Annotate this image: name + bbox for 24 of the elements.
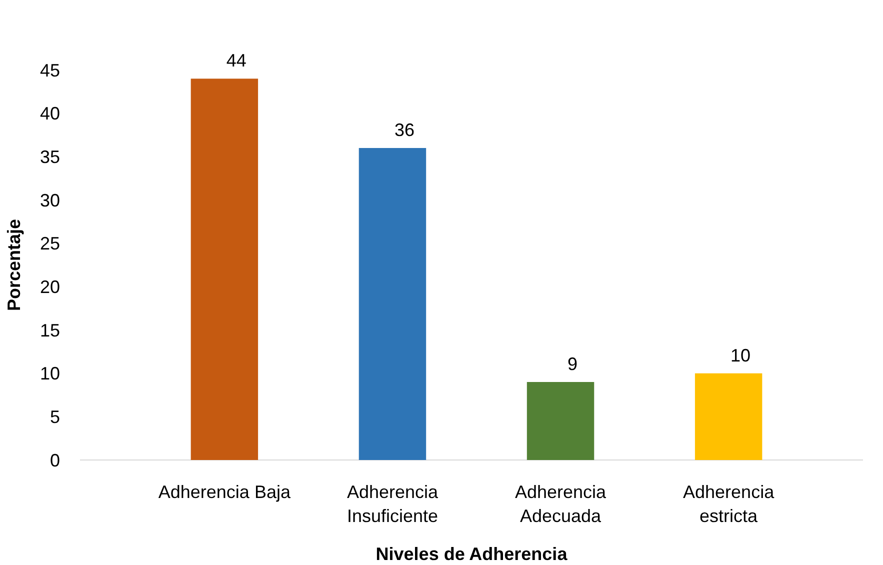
y-tick-label: 20 <box>40 276 60 297</box>
x-tick-label: Adherencia estricta <box>683 482 776 526</box>
data-label: 36 <box>394 120 414 140</box>
x-axis-title: Niveles de Adherencia <box>376 544 568 564</box>
bar <box>694 373 762 460</box>
y-axis-title: Porcentaje <box>4 218 24 312</box>
data-label: 44 <box>226 50 246 71</box>
y-tick-label: 40 <box>40 104 60 124</box>
x-tick-label: Adherencia Insuficiente <box>346 482 439 526</box>
y-tick-label: 5 <box>50 406 60 427</box>
bar <box>358 148 426 460</box>
y-tick-label: 35 <box>40 146 60 167</box>
y-tick-label: 30 <box>40 190 60 210</box>
data-label: 10 <box>730 345 751 366</box>
x-tick-label: Adherencia Adecuada <box>514 482 608 526</box>
x-tick-label: Adherencia Baja <box>158 482 292 502</box>
y-tick-label: 10 <box>40 364 60 384</box>
bar <box>526 382 594 460</box>
y-tick-label: 45 <box>40 60 60 80</box>
y-tick-label: 15 <box>40 320 60 340</box>
data-label: 9 <box>568 354 578 374</box>
bar <box>190 78 258 460</box>
y-tick-label: 0 <box>50 450 60 470</box>
y-tick-label: 25 <box>40 234 60 254</box>
